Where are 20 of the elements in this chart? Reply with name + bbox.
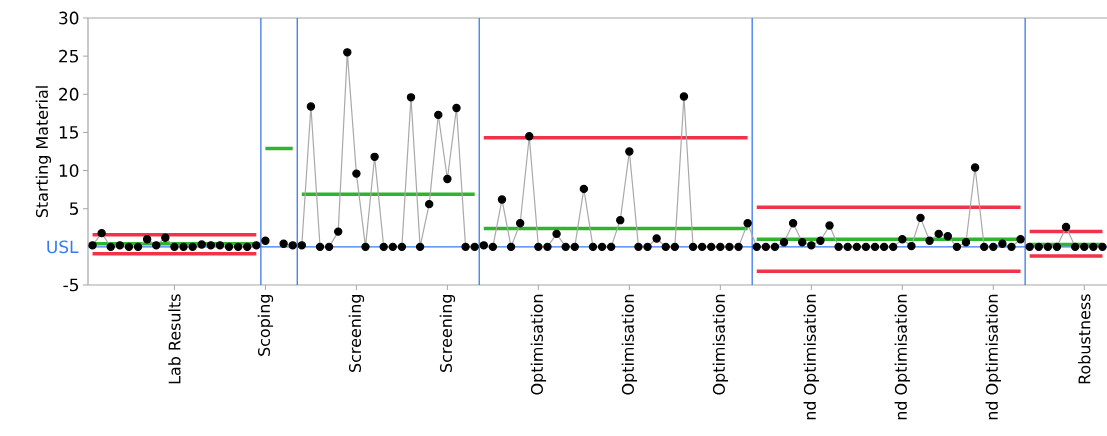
y-tick-label: 25	[59, 49, 78, 63]
y-tick-label: 15	[59, 126, 78, 139]
y-tick-label: -5	[63, 278, 78, 292]
x-tick-label: nd Optimisation	[894, 294, 911, 420]
y-axis-title: Starting Material	[35, 86, 52, 218]
x-tick-label: Scoping	[257, 294, 274, 356]
ref-line-label: USL	[47, 240, 79, 254]
x-tick-label: Optimisation	[621, 294, 638, 395]
x-tick-label: Robustness	[1078, 294, 1091, 384]
x-tick-label: Screening	[439, 294, 456, 372]
x-tick-label: Optimisation	[712, 294, 729, 395]
y-tick-label: 10	[59, 164, 79, 177]
x-tick-label: Screening	[348, 294, 365, 372]
x-tick-label: Optimisation	[530, 294, 547, 395]
x-tick-label: nd Optimisation	[803, 294, 820, 420]
y-tick-label: 30	[59, 11, 79, 25]
x-tick-label: nd Optimisation	[985, 294, 1001, 420]
y-tick-label: 5	[70, 202, 78, 215]
y-tick-label: 20	[59, 87, 79, 101]
x-tick-label: Lab Results	[168, 294, 181, 384]
